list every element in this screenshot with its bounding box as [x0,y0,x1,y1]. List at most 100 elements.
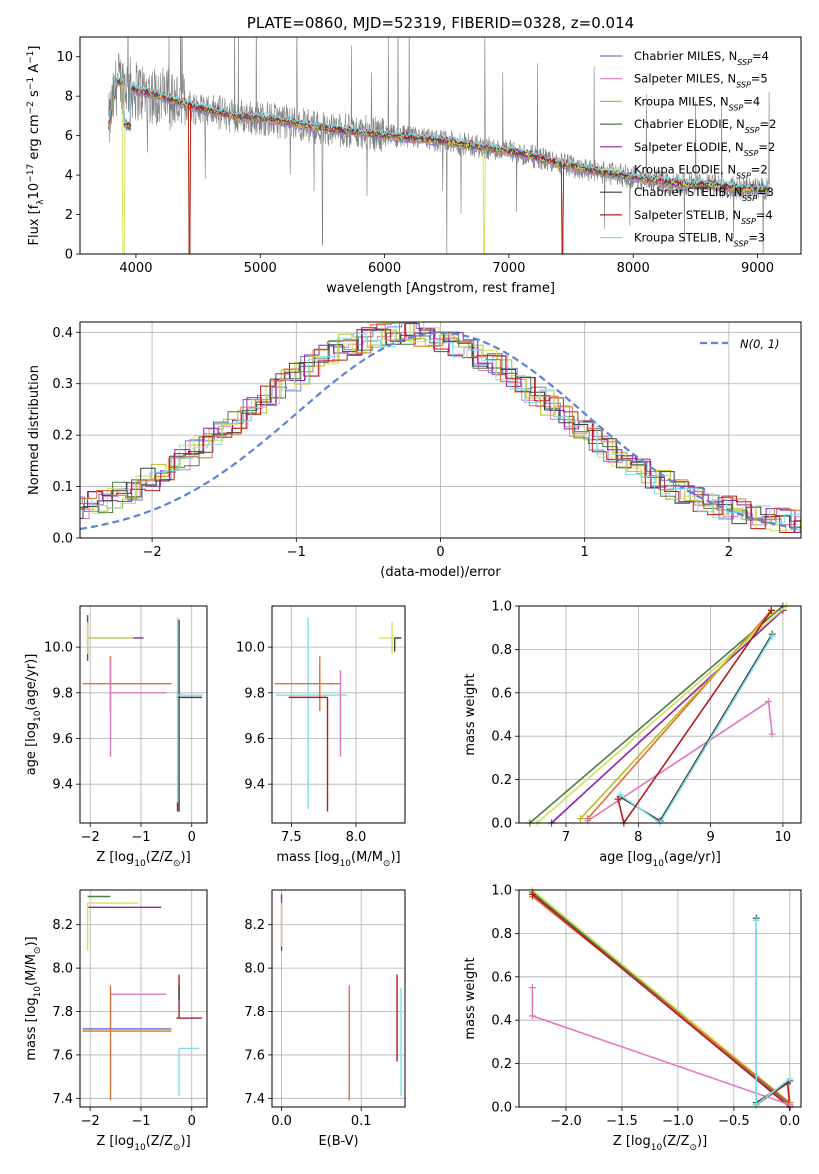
y-axis-label-part: 10 [33,986,43,998]
y-tick-label: 0.0 [491,817,512,832]
y-axis-label-part: ] [27,46,42,51]
y-axis-label: mass [log10(M/M⊙)] [24,936,43,1060]
y-axis-label-part: (age/yr)] [24,654,39,711]
observed-spectrum-line [109,0,770,265]
residual-histogram-line [63,322,819,528]
y-axis-label: age [log10(age/yr)] [24,654,43,776]
legend-entry: Salpeter ELODIE, NSSP=2 [634,140,775,158]
y-axis-label-part: age [log [24,722,39,775]
y-tick-label: 0.1 [52,480,73,495]
x-axis-label-part: (M/M [351,850,383,865]
axes-frame [272,890,405,1107]
y-axis-label-part: )] [24,936,39,946]
legend-sub: SSP [734,239,749,248]
axes-frame [519,606,801,823]
x-axis-label: age [log10(age/yr)] [599,850,721,869]
y-tick-label: 0.4 [491,1014,512,1029]
legend-sub: SSP [745,126,760,135]
errorbar-group [282,894,401,1100]
x-axis-label-part: Z [log [613,1134,651,1149]
series-line [588,702,772,821]
y-tick-label: 8 [65,90,73,105]
errorbar-group [275,617,403,811]
y-axis-label-part: 10 [33,710,43,722]
series-line [756,918,790,1102]
legend-suffix: =4 [752,49,769,63]
y-tick-label: 0.8 [491,643,512,658]
x-tick-label: −2 [81,830,100,845]
series-line [756,920,790,1104]
axes-frame [80,890,207,1107]
legend-sub: SSP [741,216,756,225]
x-axis-label-part: (age/yr)] [664,850,721,865]
series-group [529,887,793,1111]
residual-histogram-line [60,323,819,532]
series-point-marker [529,1012,536,1019]
x-tick-label: 0.0 [271,1114,292,1129]
x-tick-label: 9 [706,830,714,845]
series-line [530,606,783,823]
legend-entry: Chabrier MILES, NSSP=4 [634,49,769,67]
x-tick-label: 6000 [368,261,401,276]
x-tick-label: −1 [131,830,150,845]
x-axis-label-part: Z [log [96,850,134,865]
residual-histogram-line [70,323,819,530]
y-tick-label: 10 [56,50,73,65]
y-axis-label-part: Flux [f [27,204,42,245]
y-tick-label: 8.2 [244,918,265,933]
legend-suffix: =3 [748,231,765,245]
y-tick-label: 8.0 [244,962,265,977]
legend-entry: Kroupa MILES, NSSP=4 [634,94,760,112]
y-axis-label-part: 10 [27,183,42,200]
legend-suffix: =3 [757,185,774,199]
y-tick-label: 0.2 [491,1057,512,1072]
x-axis-label: Z [log10(Z/Z⊙)] [96,1134,190,1153]
x-tick-label: −2.0 [550,1114,582,1129]
y-axis-label-part: A [27,64,42,77]
x-tick-label: 7000 [492,261,525,276]
legend-entry: Salpeter STELIB, NSSP=4 [634,208,773,226]
y-tick-label: 0.4 [491,730,512,745]
legend-name: Salpeter STELIB, N [634,208,741,222]
x-axis-label-part: 10 [651,1143,663,1153]
legend-name: Kroupa STELIB, N [634,231,734,245]
x-axis-label-part: (Z/Z [662,1134,689,1149]
series-line [532,892,789,1105]
series-line [532,894,789,1107]
y-tick-label: 0.0 [52,532,73,547]
errorbar-group [83,897,202,1101]
legend-suffix: =2 [751,163,768,177]
y-axis-label-part: −1 [26,77,36,90]
y-tick-label: 0.2 [52,429,73,444]
x-axis-label-part: 10 [134,1143,146,1153]
legend-name: Kroupa MILES, N [634,94,729,108]
y-tick-label: 0.6 [491,686,512,701]
legend-suffix: =4 [756,208,773,222]
x-tick-label: −0.5 [718,1114,750,1129]
y-axis-label-part: −17 [26,164,36,183]
x-tick-label: 7.5 [281,830,302,845]
y-tick-label: 10.0 [236,641,265,656]
x-tick-label: 2 [725,545,733,560]
y-axis-label: Flux [fλ10−17 erg cm−2 s−1 A−1] [26,46,46,246]
x-tick-label: 9000 [741,261,774,276]
y-tick-label: 6 [65,129,73,144]
chart-title: PLATE=0860, MJD=52319, FIBERID=0328, z=0… [247,14,634,32]
y-tick-label: 0 [65,248,73,263]
series-line [620,634,772,821]
legend-suffix: =5 [751,72,768,86]
series-line [581,613,772,819]
legend-entry: Kroupa STELIB, NSSP=3 [634,231,765,249]
x-axis-label: mass [log10(M/M⊙)] [276,850,400,869]
x-tick-label: −1 [131,1114,150,1129]
legend-sub: SSP [729,103,744,112]
x-tick-label: 0 [188,1114,196,1129]
x-tick-label: 0 [188,830,196,845]
series-line [532,897,789,1103]
residual-histogram-line [65,330,819,532]
